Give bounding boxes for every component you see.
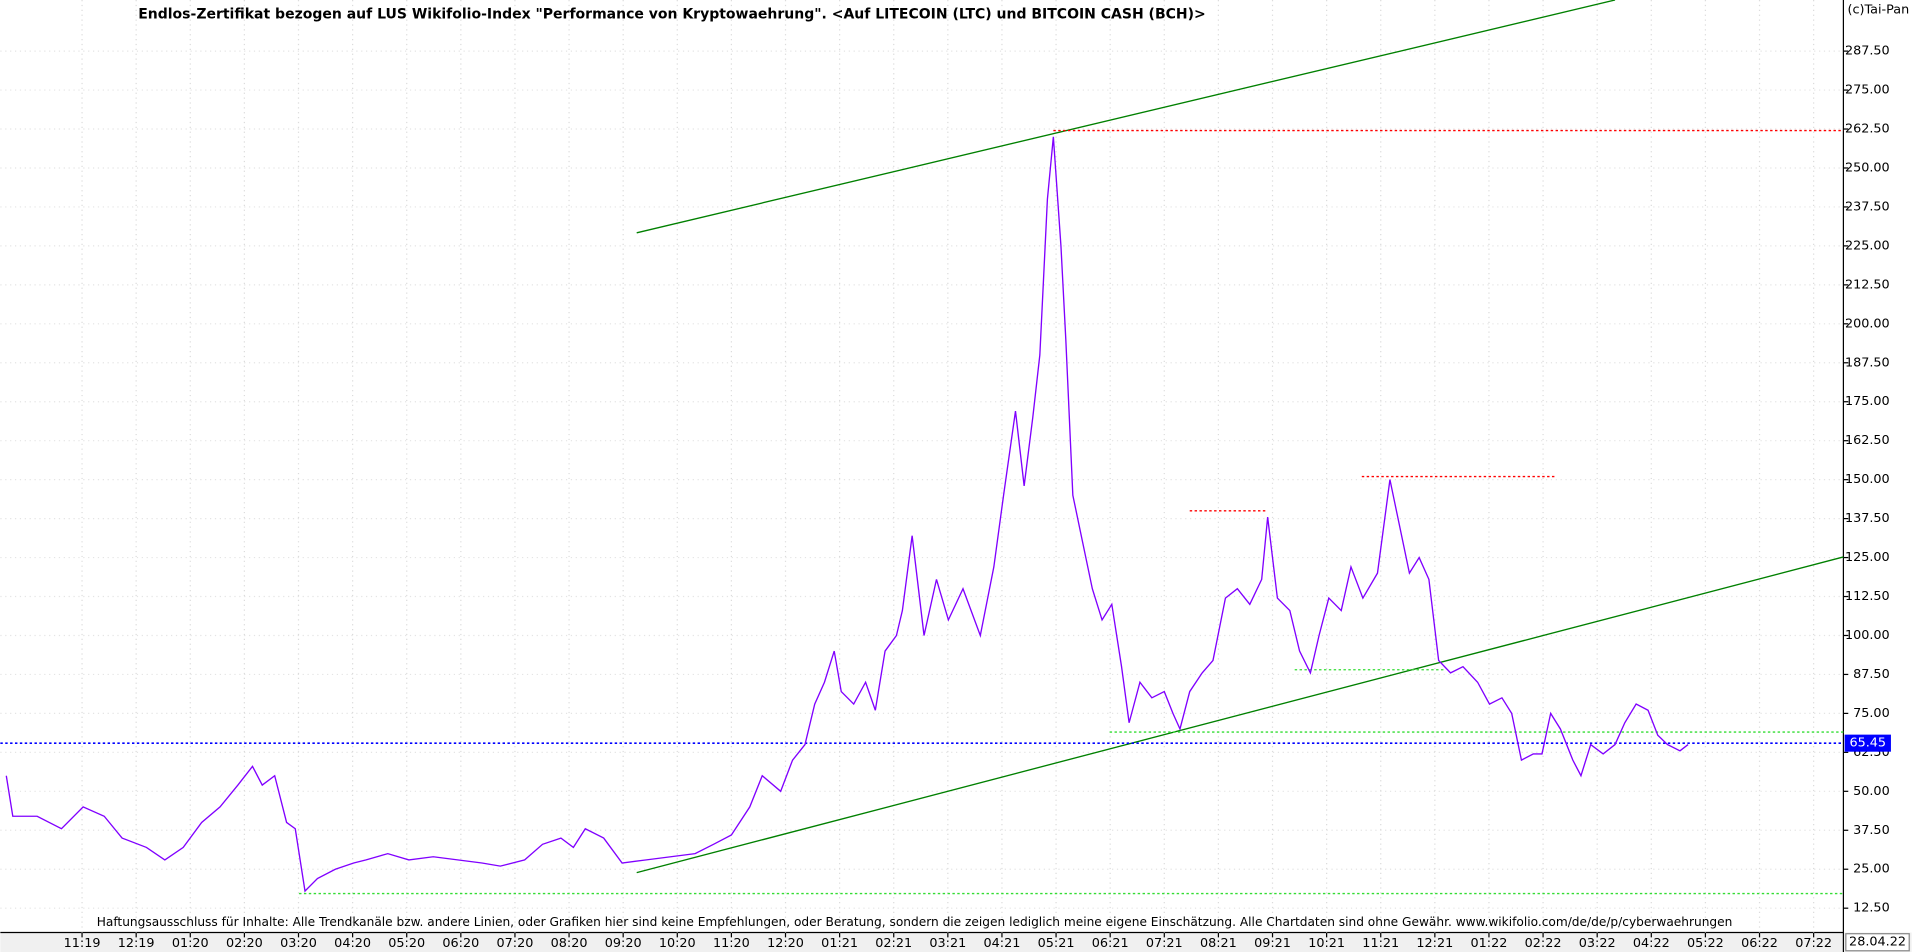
y-tick-label: 137.50 [1845,511,1890,526]
x-tick-label: 07:21 [1146,936,1183,951]
chart-title: Endlos-Zertifikat bezogen auf LUS Wikifo… [138,7,1206,23]
y-tick-label: 150.00 [1845,472,1890,487]
x-tick-label: 12:20 [767,936,804,951]
x-tick-label: 08:21 [1200,936,1237,951]
y-tick-label: 237.50 [1845,199,1890,214]
x-tick-label: 01:21 [821,936,858,951]
y-tick-label: 250.00 [1845,160,1890,175]
x-tick-label: 09:20 [605,936,642,951]
x-tick-label: 05:20 [388,936,425,951]
trend-line [636,556,1844,874]
x-tick-label: 03:22 [1579,936,1616,951]
y-tick-label: 275.00 [1845,83,1890,98]
x-tick-label: 11:20 [713,936,750,951]
y-tick-label: 37.50 [1853,823,1890,838]
price-line [5,136,1689,893]
x-axis-band [0,932,1912,952]
y-tick-label: 50.00 [1853,784,1890,799]
y-tick-label: 200.00 [1845,316,1890,331]
y-tick-label: 212.50 [1845,277,1890,292]
y-tick-label: 125.00 [1845,550,1890,565]
x-tick-label: 06:22 [1741,936,1778,951]
x-tick-label: 05:21 [1038,936,1075,951]
x-tick-label: 02:20 [226,936,263,951]
x-tick-label: 06:21 [1092,936,1129,951]
y-tick-label: 187.50 [1845,355,1890,370]
x-tick-label: 11:19 [64,936,101,951]
x-tick-label: 08:20 [551,936,588,951]
y-tick-label: 100.00 [1845,628,1890,643]
x-tick-label: 06:20 [442,936,479,951]
x-tick-label: 03:21 [929,936,966,951]
y-tick-label: 287.50 [1845,44,1890,59]
last-date-box [1845,933,1910,952]
y-tick-label: 25.00 [1853,862,1890,877]
x-tick-label: 07:20 [497,936,534,951]
x-tick-label: 09:21 [1254,936,1291,951]
last-date: 28.04.22 [1849,935,1906,950]
y-tick-label: 175.00 [1845,394,1890,409]
y-tick-label: 112.50 [1845,589,1890,604]
copyright: (c)Tai-Pan [1847,2,1909,17]
trend-line [636,0,1616,234]
grid [0,0,1849,938]
y-tick-label: 75.00 [1853,706,1890,721]
x-tick-label: 02:21 [875,936,912,951]
x-tick-label: 01:22 [1471,936,1508,951]
last-value-label: 65.45 [1849,736,1886,751]
y-tick-label: 162.50 [1845,433,1890,448]
y-tick-label: 262.50 [1845,122,1890,137]
x-tick-label: 04:20 [334,936,371,951]
y-tick-label: 12.50 [1853,901,1890,916]
x-tick-label: 11:21 [1362,936,1399,951]
x-tick-label: 07:22 [1795,936,1832,951]
x-tick-label: 01:20 [172,936,209,951]
x-tick-label: 05:22 [1687,936,1724,951]
x-tick-label: 12:21 [1416,936,1453,951]
x-tick-label: 12:19 [118,936,155,951]
x-tick-label: 10:20 [659,936,696,951]
x-tick-label: 04:22 [1633,936,1670,951]
marks [0,0,1844,895]
x-tick-label: 10:21 [1308,936,1345,951]
x-tick-label: 03:20 [280,936,317,951]
disclaimer: Haftungsausschluss für Inhalte: Alle Tre… [97,915,1733,929]
y-tick-label: 87.50 [1853,667,1890,682]
x-tick-label: 04:21 [984,936,1021,951]
last-value-box [1844,734,1891,752]
y-tick-label: 225.00 [1845,238,1890,253]
x-tick-label: 02:22 [1525,936,1562,951]
